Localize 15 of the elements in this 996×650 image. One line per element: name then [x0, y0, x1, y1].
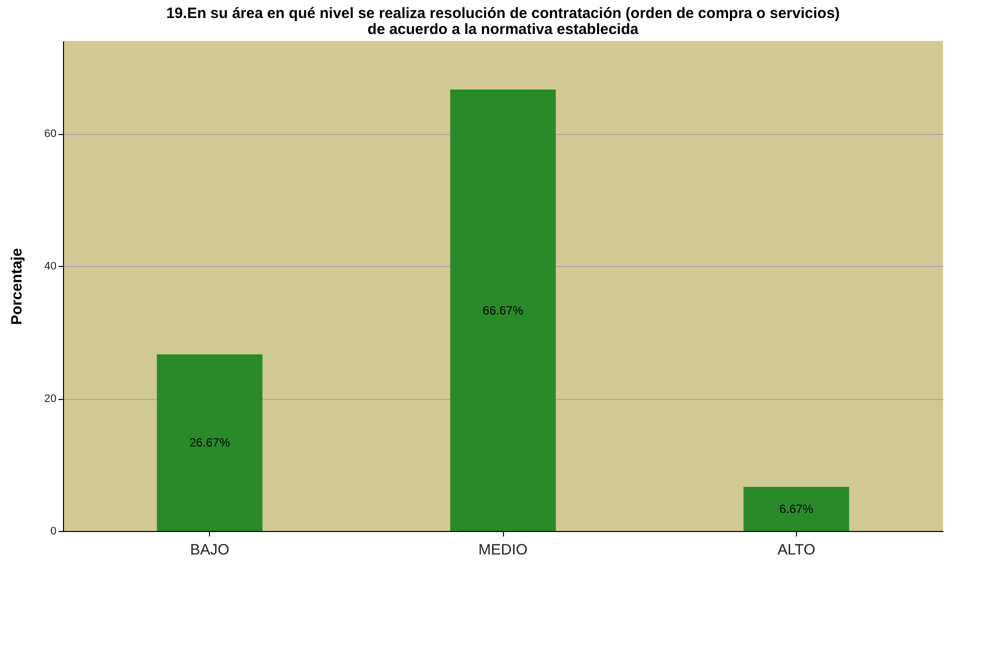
bar	[450, 90, 556, 531]
y-tick-label: 20	[44, 393, 56, 406]
chart-title: 19.En su área en qué nivel se realiza resolución de contratación (orden de compra o servicios) de acuerdo a la normativa establecida	[166, 5, 840, 38]
data-label: 6.67%	[779, 502, 814, 516]
x-tick-label: BAJO	[190, 542, 230, 558]
y-tick-label: 0	[50, 526, 56, 538]
x-tick-label: ALTO	[777, 542, 816, 558]
y-tick-label: 60	[44, 128, 56, 140]
x-tick-label: MEDIO	[478, 542, 528, 558]
data-label: 66.67%	[482, 303, 524, 318]
y-tick-label: 40	[44, 260, 56, 273]
bar	[156, 354, 262, 531]
data-label: 26.67%	[189, 436, 230, 450]
bar	[744, 486, 850, 531]
y-axis-title: Porcentaje	[8, 248, 26, 325]
